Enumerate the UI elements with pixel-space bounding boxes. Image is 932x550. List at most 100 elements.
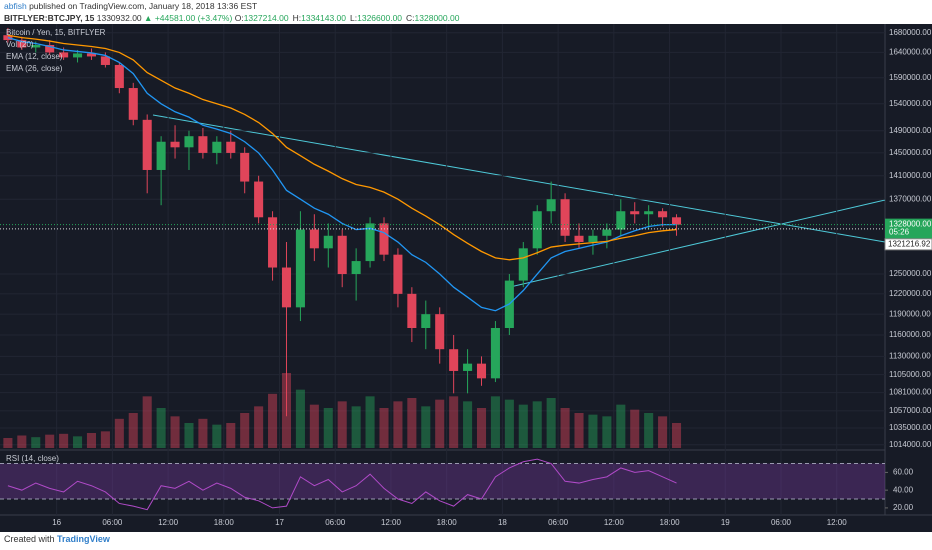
volume-bar: [45, 434, 55, 448]
volume-bar: [337, 401, 347, 448]
volume-bar: [17, 435, 27, 448]
candle-body: [198, 136, 208, 153]
y-tick-label: 1590000.00: [889, 73, 932, 82]
candle-body: [45, 45, 55, 53]
volume-bar: [351, 406, 361, 448]
y-tick-label: 1540000.00: [889, 99, 932, 108]
candle-body: [407, 293, 417, 329]
rsi-band: [0, 463, 885, 500]
candle-body: [100, 56, 110, 65]
volume-bar: [574, 413, 584, 448]
rsi-tick-label: 60.00: [893, 468, 914, 477]
volume-bar: [86, 433, 96, 448]
trend-line: [509, 199, 886, 288]
candle-body: [17, 40, 27, 48]
candle-body: [142, 119, 152, 170]
volume-bar: [490, 396, 500, 448]
ohlc: O:1327214.00 H:1334143.00 L:1326600.00 C:13…: [235, 13, 464, 23]
candle-body: [73, 53, 83, 58]
volume-bar: [323, 408, 333, 448]
legend-volume: Vol (20): [6, 40, 34, 49]
volume-bar: [588, 414, 598, 448]
background: [0, 24, 932, 532]
x-tick-label: 06:00: [102, 518, 123, 527]
x-tick-label: 06:00: [548, 518, 569, 527]
x-tick-label: 19: [721, 518, 730, 527]
chart: 1680000.00 1640000.00 1590000.00 1540000.00…: [0, 24, 932, 532]
candle-body: [490, 328, 500, 379]
candle-body: [170, 141, 180, 148]
candle-body: [295, 229, 305, 308]
candle-body: [644, 211, 654, 215]
trend-price-box: [884, 238, 932, 251]
volume-bar: [546, 398, 556, 448]
candle-body: [128, 88, 138, 120]
change: ▲ +44581.00 (+3.47%): [144, 13, 233, 23]
last-price-label: 1328000.00: [889, 220, 932, 229]
candle-body: [268, 217, 278, 268]
volume-bar: [295, 389, 305, 448]
candle-body: [560, 199, 570, 236]
trend-price-label: 1321216.92: [888, 239, 931, 248]
candle-body: [602, 229, 612, 236]
volume-bar: [3, 438, 13, 448]
ohlc-value: 1334143.00: [301, 13, 347, 23]
candle-body: [31, 45, 41, 48]
candle-body: [337, 235, 347, 275]
volume-bar: [393, 401, 403, 448]
y-tick-label: 1035000.00: [889, 423, 932, 432]
volume-bar: [602, 416, 612, 448]
header: abfish published on TradingView.com, Jan…: [4, 0, 463, 24]
y-tick-label: 1160000.00: [889, 330, 931, 339]
volume-bar: [644, 413, 654, 448]
ohlc-value: 1326600.00: [357, 13, 403, 23]
candle-body: [393, 254, 403, 294]
ohlc-value: 1327214.00: [243, 13, 289, 23]
volume-bar: [156, 408, 166, 448]
y-tick-label: 1014000.00: [889, 440, 932, 449]
volume-bar: [254, 406, 264, 448]
rsi-tick-label: 20.00: [893, 503, 914, 512]
volume-bar: [365, 396, 375, 448]
author[interactable]: abfish: [4, 1, 27, 11]
volume-bar: [73, 436, 83, 448]
y-tick-label: 1490000.00: [889, 126, 932, 135]
volume-bar: [616, 404, 626, 448]
volume-bar: [421, 406, 431, 448]
volume-bar: [184, 423, 194, 448]
created: Created with: [4, 534, 55, 544]
y-tick-label: 1081000.00: [889, 388, 932, 397]
volume-bar: [59, 433, 69, 448]
candle-body: [588, 235, 598, 243]
published: published on TradingView.com, January 18…: [29, 1, 258, 11]
volume-bar: [560, 408, 570, 448]
rsi-label: RSI (14, close): [6, 454, 59, 463]
x-tick-label: 18:00: [214, 518, 235, 527]
ohlc-label: L:: [350, 13, 358, 23]
legend-title: Bitcoin / Yen, 15, BITFLYER: [6, 28, 106, 37]
volume-bar: [212, 424, 222, 448]
x-tick-label: 12:00: [604, 518, 625, 527]
volume-bar: [435, 399, 445, 448]
ema-line: [7, 37, 677, 312]
volume-bar: [114, 418, 124, 448]
ohlc-label: C:: [406, 13, 415, 23]
y-tick-label: 1105000.00: [889, 370, 931, 379]
x-tick-label: 06:00: [325, 518, 346, 527]
ohlc-label: O:: [234, 13, 244, 23]
candle-body: [435, 314, 445, 350]
ohlc-value: 1328000.00: [414, 13, 460, 23]
footer: Created with TradingView: [4, 534, 110, 544]
volume-bar: [268, 393, 278, 448]
candle-body: [463, 363, 473, 371]
candle-body: [546, 199, 556, 212]
brand[interactable]: TradingView: [57, 534, 110, 544]
x-tick-label: 17: [275, 518, 284, 527]
x-tick-label: 12:00: [158, 518, 179, 527]
candle-body: [184, 136, 194, 148]
candle-body: [379, 223, 389, 255]
candle-body: [671, 217, 682, 225]
ema-line: [7, 34, 677, 261]
x-tick-label: 12:00: [381, 518, 402, 527]
